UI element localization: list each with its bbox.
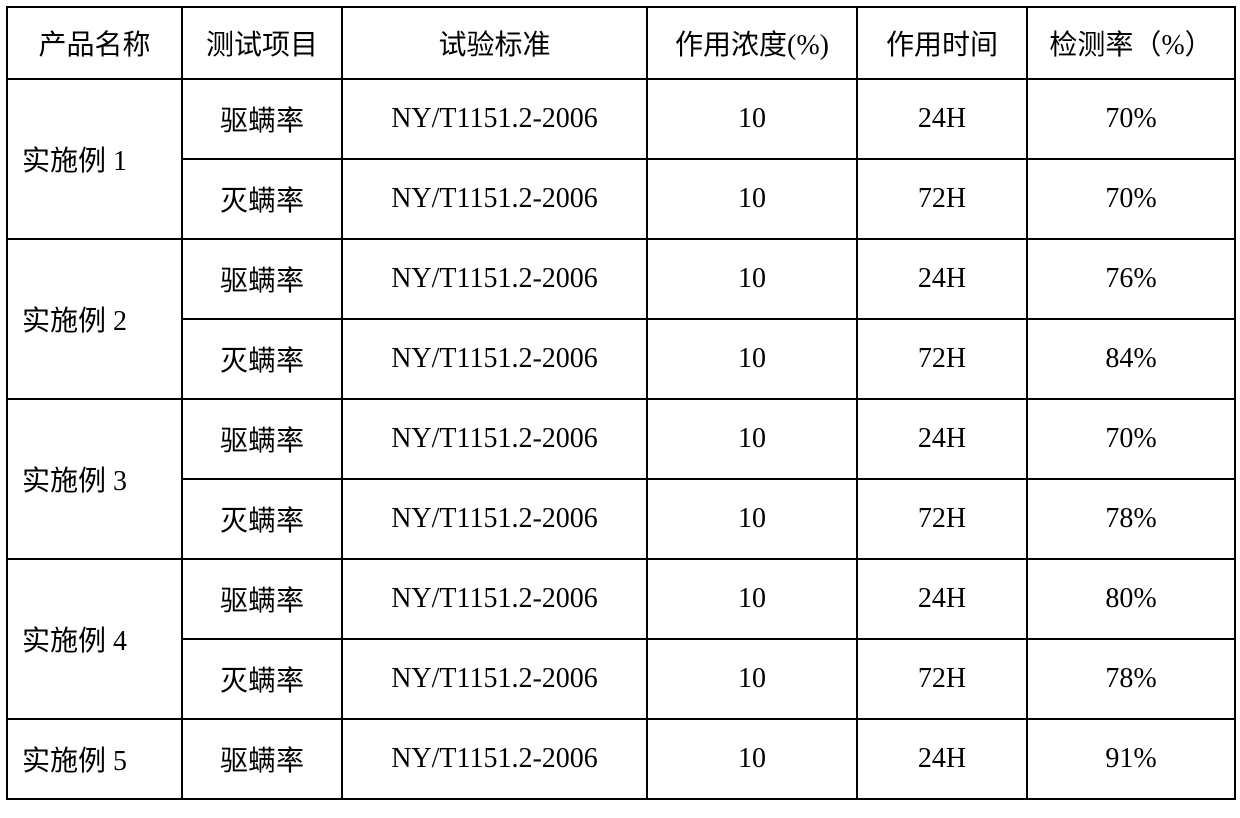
cell-time: 72H	[857, 479, 1027, 559]
cell-product-name: 实施例 3	[7, 399, 182, 559]
table-row: 灭螨率 NY/T1151.2-2006 10 72H 84%	[7, 319, 1235, 399]
cell-test-item: 灭螨率	[182, 159, 342, 239]
data-table: 产品名称 测试项目 试验标准 作用浓度(%) 作用时间 检测率（%） 实施例 1…	[6, 6, 1236, 800]
col-header-product-name: 产品名称	[7, 7, 182, 79]
cell-standard: NY/T1151.2-2006	[342, 399, 647, 479]
cell-time: 72H	[857, 159, 1027, 239]
cell-concentration: 10	[647, 559, 857, 639]
table-row: 实施例 1 驱螨率 NY/T1151.2-2006 10 24H 70%	[7, 79, 1235, 159]
cell-product-name: 实施例 1	[7, 79, 182, 239]
cell-time: 24H	[857, 239, 1027, 319]
cell-time: 24H	[857, 79, 1027, 159]
cell-detection-rate: 80%	[1027, 559, 1235, 639]
cell-standard: NY/T1151.2-2006	[342, 639, 647, 719]
cell-time: 72H	[857, 639, 1027, 719]
cell-concentration: 10	[647, 719, 857, 799]
cell-concentration: 10	[647, 479, 857, 559]
cell-concentration: 10	[647, 239, 857, 319]
cell-time: 24H	[857, 399, 1027, 479]
col-header-detection-rate: 检测率（%）	[1027, 7, 1235, 79]
cell-test-item: 驱螨率	[182, 239, 342, 319]
cell-product-name: 实施例 4	[7, 559, 182, 719]
cell-test-item: 驱螨率	[182, 719, 342, 799]
cell-concentration: 10	[647, 79, 857, 159]
col-header-time: 作用时间	[857, 7, 1027, 79]
col-header-standard: 试验标准	[342, 7, 647, 79]
cell-standard: NY/T1151.2-2006	[342, 159, 647, 239]
cell-time: 24H	[857, 559, 1027, 639]
cell-concentration: 10	[647, 399, 857, 479]
table-row: 实施例 5 驱螨率 NY/T1151.2-2006 10 24H 91%	[7, 719, 1235, 799]
cell-standard: NY/T1151.2-2006	[342, 319, 647, 399]
cell-standard: NY/T1151.2-2006	[342, 479, 647, 559]
table-row: 实施例 2 驱螨率 NY/T1151.2-2006 10 24H 76%	[7, 239, 1235, 319]
cell-time: 24H	[857, 719, 1027, 799]
cell-time: 72H	[857, 319, 1027, 399]
cell-test-item: 灭螨率	[182, 479, 342, 559]
cell-product-name: 实施例 2	[7, 239, 182, 399]
cell-detection-rate: 78%	[1027, 479, 1235, 559]
cell-detection-rate: 76%	[1027, 239, 1235, 319]
table-row: 灭螨率 NY/T1151.2-2006 10 72H 78%	[7, 639, 1235, 719]
cell-test-item: 驱螨率	[182, 399, 342, 479]
cell-concentration: 10	[647, 159, 857, 239]
cell-standard: NY/T1151.2-2006	[342, 559, 647, 639]
cell-product-name: 实施例 5	[7, 719, 182, 799]
cell-concentration: 10	[647, 639, 857, 719]
table-header-row: 产品名称 测试项目 试验标准 作用浓度(%) 作用时间 检测率（%）	[7, 7, 1235, 79]
cell-standard: NY/T1151.2-2006	[342, 79, 647, 159]
cell-standard: NY/T1151.2-2006	[342, 719, 647, 799]
table-row: 实施例 3 驱螨率 NY/T1151.2-2006 10 24H 70%	[7, 399, 1235, 479]
cell-detection-rate: 78%	[1027, 639, 1235, 719]
table-row: 灭螨率 NY/T1151.2-2006 10 72H 70%	[7, 159, 1235, 239]
cell-test-item: 灭螨率	[182, 639, 342, 719]
cell-detection-rate: 70%	[1027, 79, 1235, 159]
cell-concentration: 10	[647, 319, 857, 399]
cell-test-item: 驱螨率	[182, 79, 342, 159]
cell-detection-rate: 70%	[1027, 159, 1235, 239]
cell-test-item: 驱螨率	[182, 559, 342, 639]
col-header-concentration: 作用浓度(%)	[647, 7, 857, 79]
table-row: 灭螨率 NY/T1151.2-2006 10 72H 78%	[7, 479, 1235, 559]
cell-detection-rate: 70%	[1027, 399, 1235, 479]
table-row: 实施例 4 驱螨率 NY/T1151.2-2006 10 24H 80%	[7, 559, 1235, 639]
cell-detection-rate: 91%	[1027, 719, 1235, 799]
cell-detection-rate: 84%	[1027, 319, 1235, 399]
cell-standard: NY/T1151.2-2006	[342, 239, 647, 319]
cell-test-item: 灭螨率	[182, 319, 342, 399]
col-header-test-item: 测试项目	[182, 7, 342, 79]
